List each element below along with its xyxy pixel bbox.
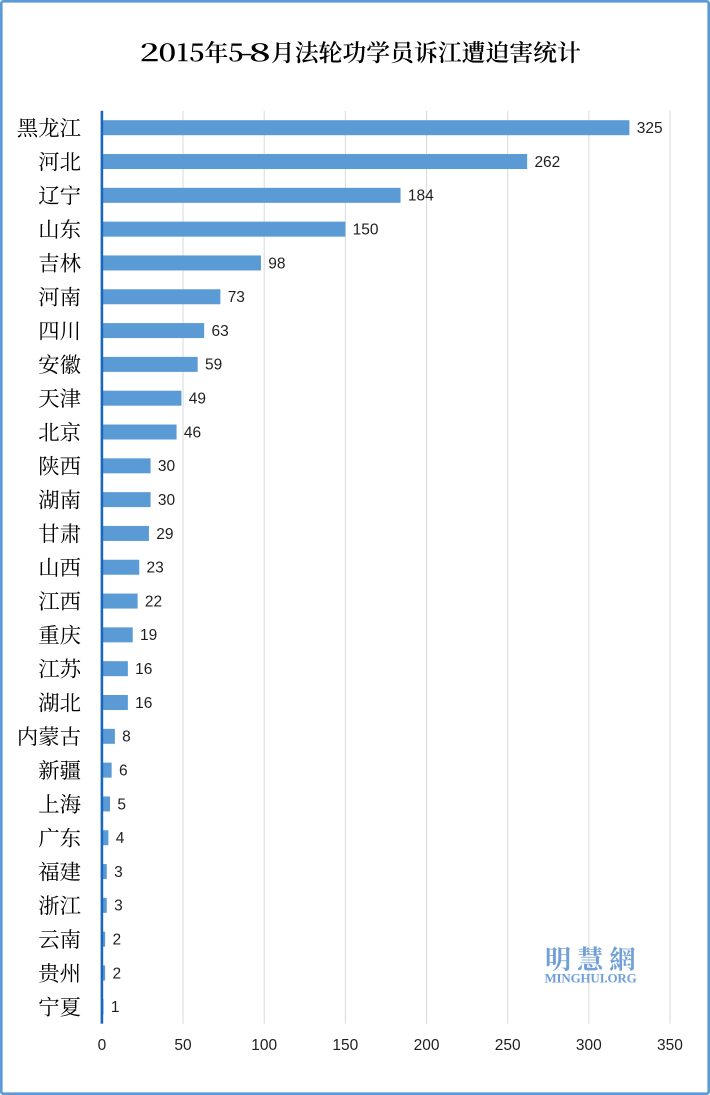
svg-text:73: 73 [228, 289, 245, 306]
svg-text:300: 300 [576, 1037, 602, 1054]
svg-text:1: 1 [111, 999, 120, 1016]
svg-text:19: 19 [140, 627, 157, 644]
svg-text:2: 2 [112, 932, 121, 949]
svg-text:184: 184 [408, 188, 434, 205]
svg-text:2: 2 [112, 965, 121, 982]
svg-text:63: 63 [211, 323, 228, 340]
svg-text:200: 200 [414, 1037, 440, 1054]
svg-text:50: 50 [174, 1037, 192, 1054]
svg-text:30: 30 [158, 492, 176, 509]
svg-text:30: 30 [158, 458, 176, 475]
svg-text:250: 250 [495, 1037, 521, 1054]
svg-text:16: 16 [135, 661, 152, 678]
svg-text:23: 23 [147, 560, 164, 577]
svg-text:98: 98 [268, 255, 285, 272]
svg-text:3: 3 [114, 864, 123, 881]
svg-text:262: 262 [534, 154, 560, 171]
svg-text:MINGHUI.ORG: MINGHUI.ORG [544, 971, 636, 986]
svg-text:3: 3 [114, 898, 123, 915]
svg-text:8: 8 [122, 729, 131, 746]
svg-text:29: 29 [156, 526, 173, 543]
svg-text:22: 22 [145, 593, 162, 610]
svg-text:150: 150 [353, 221, 379, 238]
svg-text:59: 59 [205, 357, 222, 374]
svg-text:4: 4 [116, 830, 125, 847]
svg-text:6: 6 [119, 762, 128, 779]
svg-text:0: 0 [98, 1037, 107, 1054]
svg-text:46: 46 [184, 424, 201, 441]
svg-text:5: 5 [117, 796, 126, 813]
svg-text:49: 49 [189, 391, 206, 408]
svg-text:150: 150 [332, 1037, 358, 1054]
svg-text:325: 325 [637, 120, 663, 137]
svg-text:350: 350 [657, 1037, 683, 1054]
svg-text:100: 100 [251, 1037, 277, 1054]
svg-text:16: 16 [135, 695, 152, 712]
